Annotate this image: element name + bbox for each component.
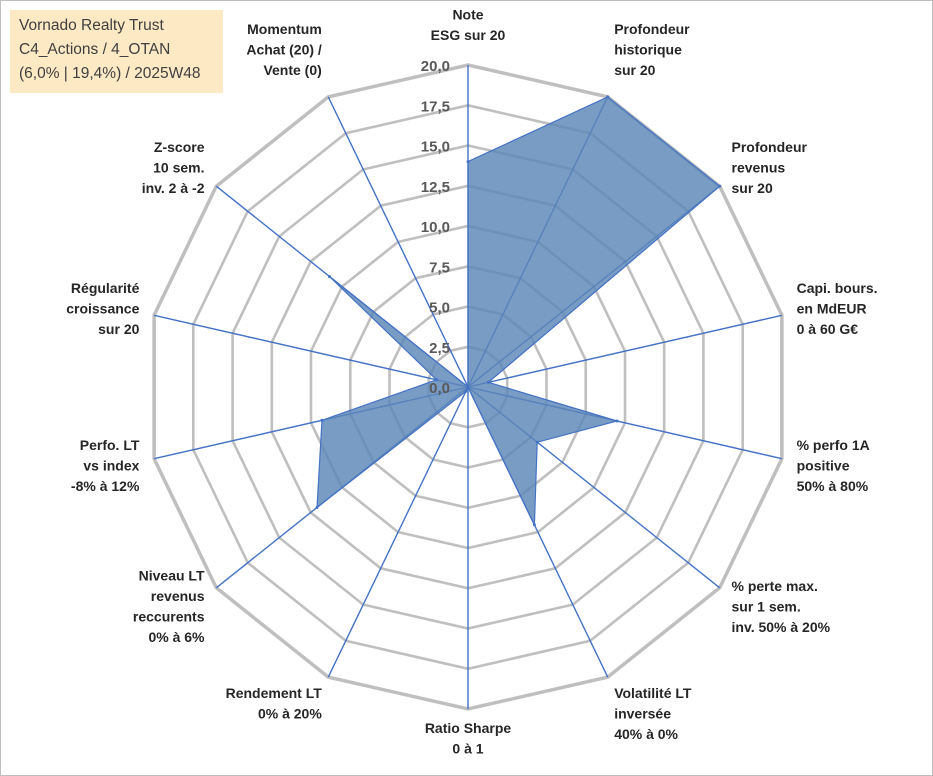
- axis-label-9: Niveau LT revenus reccurents 0% à 6%: [133, 568, 205, 646]
- axis-label-3: Capi. bours. en MdEUR 0 à 60 G€: [797, 280, 878, 337]
- tick-label-7: 17,5: [421, 98, 450, 115]
- axis-label-11: Régularité croissance sur 20: [66, 280, 139, 337]
- axis-label-10-line-2: -8% à 12%: [71, 478, 140, 494]
- axis-label-4-line-0: % perfo 1A: [797, 437, 870, 453]
- axis-label-2: Profondeur revenus sur 20: [732, 139, 808, 196]
- axis-label-4: % perfo 1A positive 50% à 80%: [797, 437, 870, 494]
- axis-label-8: Rendement LT 0% à 20%: [226, 685, 323, 722]
- data-point-9: [315, 506, 319, 509]
- axis-label-6-line-2: 40% à 0%: [614, 726, 678, 742]
- axis-label-12-line-0: Z-score: [154, 139, 205, 155]
- axis-label-11-line-2: sur 20: [98, 321, 139, 337]
- data-point-0: [466, 160, 470, 164]
- data-point-1: [606, 95, 610, 99]
- data-point-11: [435, 378, 439, 382]
- axis-label-9-line-1: revenus: [151, 588, 205, 604]
- radial-tick-labels: 0,0 2,5 5,0 7,5 10,0 12,5 15,0 17,5 20,0: [421, 58, 450, 397]
- axis-label-3-line-0: Capi. bours.: [797, 280, 878, 296]
- score-period-line: (6,0% | 19,4%) / 2025W48: [19, 65, 201, 82]
- tick-label-3: 7,5: [429, 259, 450, 276]
- info-box: Vornado Realty Trust C4_Actions / 4_OTAN…: [10, 10, 223, 93]
- data-point-4: [615, 419, 619, 423]
- company-name: Vornado Realty Trust: [19, 17, 164, 34]
- data-point-12: [328, 275, 331, 279]
- data-point-5: [535, 440, 539, 444]
- tick-label-2: 5,0: [429, 300, 450, 317]
- axis-label-4-line-2: 50% à 80%: [797, 478, 869, 494]
- axis-label-8-line-1: 0% à 20%: [258, 706, 322, 722]
- axis-label-10-line-0: Perfo. LT: [80, 437, 140, 453]
- axis-label-10-line-1: vs index: [83, 457, 139, 473]
- data-point-2: [718, 184, 722, 188]
- axis-label-2-line-0: Profondeur: [732, 139, 808, 155]
- axis-label-6: Volatilité LT inversée 40% à 0%: [614, 685, 692, 742]
- axis-label-1-line-1: historique: [614, 41, 682, 57]
- axis-label-1-line-0: Profondeur: [614, 21, 690, 37]
- spoke-11: [153, 314, 469, 388]
- data-point-6: [532, 523, 536, 527]
- axis-label-0: Note ESG sur 20: [431, 7, 506, 44]
- axis-label-5-line-0: % perte max.: [732, 578, 818, 594]
- axis-label-2-line-2: sur 20: [732, 180, 773, 196]
- axis-label-7-line-0: Ratio Sharpe: [425, 720, 512, 736]
- axis-label-7-line-1: 0 à 1: [452, 741, 483, 757]
- axis-label-9-line-3: 0% à 6%: [148, 629, 205, 645]
- tick-label-6: 15,0: [421, 139, 450, 156]
- axis-label-6-line-1: inversée: [614, 706, 671, 722]
- axis-label-13: Momentum Achat (20) / Vente (0): [246, 21, 322, 78]
- axis-label-13-line-2: Vente (0): [263, 62, 321, 78]
- axis-label-13-line-1: Achat (20) /: [246, 41, 322, 57]
- data-point-13: [466, 385, 470, 389]
- tick-label-4: 10,0: [421, 219, 450, 236]
- axis-label-12-line-1: 10 sem.: [153, 160, 204, 176]
- axis-label-11-line-1: croissance: [66, 301, 139, 317]
- tick-label-5: 12,5: [421, 179, 450, 196]
- axis-label-5-line-1: sur 1 sem.: [732, 599, 801, 615]
- axis-label-3-line-1: en MdEUR: [797, 301, 867, 317]
- data-point-3: [486, 380, 490, 384]
- spoke-13: [327, 96, 469, 388]
- tick-label-1: 2,5: [429, 340, 450, 357]
- axis-label-5: % perte max. sur 1 sem. inv. 50% à 20%: [732, 578, 831, 635]
- data-point-8: [464, 389, 468, 393]
- spoke-3: [467, 314, 783, 388]
- axis-label-11-line-0: Régularité: [71, 280, 140, 296]
- axis-label-1-line-2: sur 20: [614, 62, 655, 78]
- axis-label-4-line-1: positive: [797, 457, 850, 473]
- axis-label-3-line-2: 0 à 60 G€: [797, 321, 859, 337]
- axis-label-7: Ratio Sharpe 0 à 1: [425, 720, 512, 757]
- tick-label-8: 20,0: [421, 58, 450, 75]
- axis-label-9-line-0: Niveau LT: [139, 568, 205, 584]
- axis-label-2-line-1: revenus: [732, 160, 786, 176]
- axis-label-13-line-0: Momentum: [247, 21, 322, 37]
- category-line: C4_Actions / 4_OTAN: [19, 41, 171, 58]
- series-area: [316, 96, 721, 526]
- axis-label-6-line-0: Volatilité LT: [614, 685, 692, 701]
- axis-label-1: Profondeur historique sur 20: [614, 21, 690, 78]
- axis-label-12: Z-score 10 sem. inv. 2 à -2: [142, 139, 205, 196]
- axis-label-10: Perfo. LT vs index -8% à 12%: [71, 437, 140, 494]
- tick-label-0: 0,0: [429, 380, 450, 397]
- data-point-10: [320, 418, 324, 422]
- axis-label-8-line-0: Rendement LT: [226, 685, 323, 701]
- axis-label-0-line-0: Note: [452, 7, 483, 23]
- radar-series: [315, 95, 722, 527]
- axis-labels: Note ESG sur 20 Profondeur historique sur 20…: [66, 7, 877, 757]
- axis-label-12-line-2: inv. 2 à -2: [142, 180, 205, 196]
- axis-label-5-line-2: inv. 50% à 20%: [732, 619, 831, 635]
- axis-label-0-line-1: ESG sur 20: [431, 27, 506, 43]
- spoke-8: [327, 386, 469, 678]
- axis-label-9-line-2: reccurents: [133, 609, 205, 625]
